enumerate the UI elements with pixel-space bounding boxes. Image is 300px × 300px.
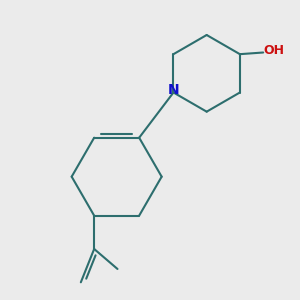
Text: N: N — [168, 83, 179, 97]
Text: OH: OH — [264, 44, 285, 57]
